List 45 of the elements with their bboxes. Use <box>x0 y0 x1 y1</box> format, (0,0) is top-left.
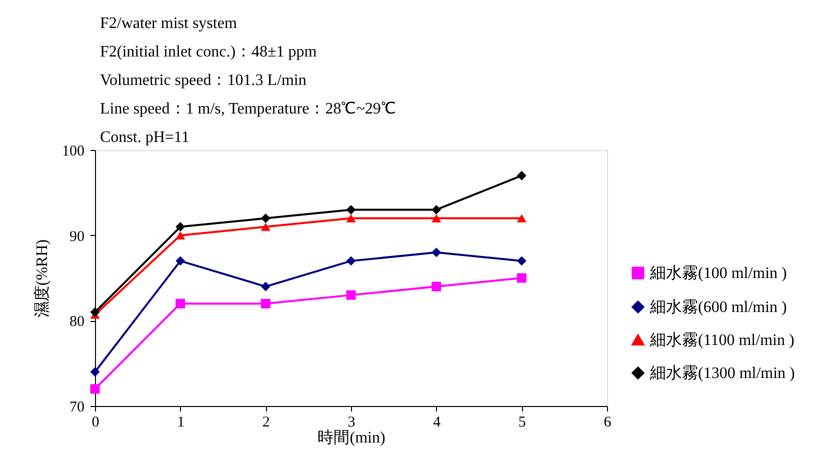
point <box>516 256 526 266</box>
legend-label: 細水霧(1100 ml/min ) <box>649 331 794 349</box>
x-tick-label: 2 <box>262 414 270 430</box>
point <box>260 214 270 224</box>
text: F2(initial inlet conc.)：48±1 ppm <box>100 44 318 60</box>
y-axis-title: 濕度(%RH) <box>33 239 51 318</box>
x-tick-label: 1 <box>177 414 185 430</box>
point <box>432 214 442 222</box>
point <box>346 204 356 214</box>
legend-label: 細水霧(100 ml/min ) <box>649 264 787 282</box>
x-tick-label: 0 <box>92 414 100 430</box>
legend-label: 細水霧(600 ml/min ) <box>649 298 787 316</box>
point <box>432 248 442 258</box>
text: Volumetric speed：101.3 L/min <box>100 72 306 89</box>
x-tick-label: 5 <box>518 414 526 430</box>
y-tick-label: 80 <box>70 314 84 330</box>
point <box>346 256 356 266</box>
point <box>346 290 356 300</box>
point <box>432 282 442 292</box>
text: F2/water mist system <box>100 15 238 32</box>
x-tick-label: 4 <box>433 414 442 430</box>
point <box>90 307 100 317</box>
point <box>90 367 100 377</box>
y-tick-label: 70 <box>70 400 84 416</box>
point <box>346 214 356 222</box>
point <box>260 282 270 292</box>
legend-label: 細水霧(1300 ml/min ) <box>649 364 795 382</box>
point <box>260 222 270 231</box>
point <box>176 256 186 266</box>
point <box>90 384 100 394</box>
point <box>516 214 526 222</box>
text: Const. pH=11 <box>100 129 190 146</box>
point <box>176 222 186 232</box>
point <box>176 231 186 240</box>
point <box>516 273 526 283</box>
text: Line speed：1 m/s, Temperature：28℃~29℃ <box>100 100 396 118</box>
x-tick-label: 3 <box>348 414 356 430</box>
x-tick-label: 6 <box>604 414 612 430</box>
y-tick-label: 90 <box>70 228 84 245</box>
point <box>176 298 186 308</box>
point <box>516 170 526 180</box>
x-axis-title: 時間(min) <box>318 428 386 446</box>
point <box>432 204 442 214</box>
point <box>260 298 270 308</box>
y-tick-label: 100 <box>62 144 84 160</box>
